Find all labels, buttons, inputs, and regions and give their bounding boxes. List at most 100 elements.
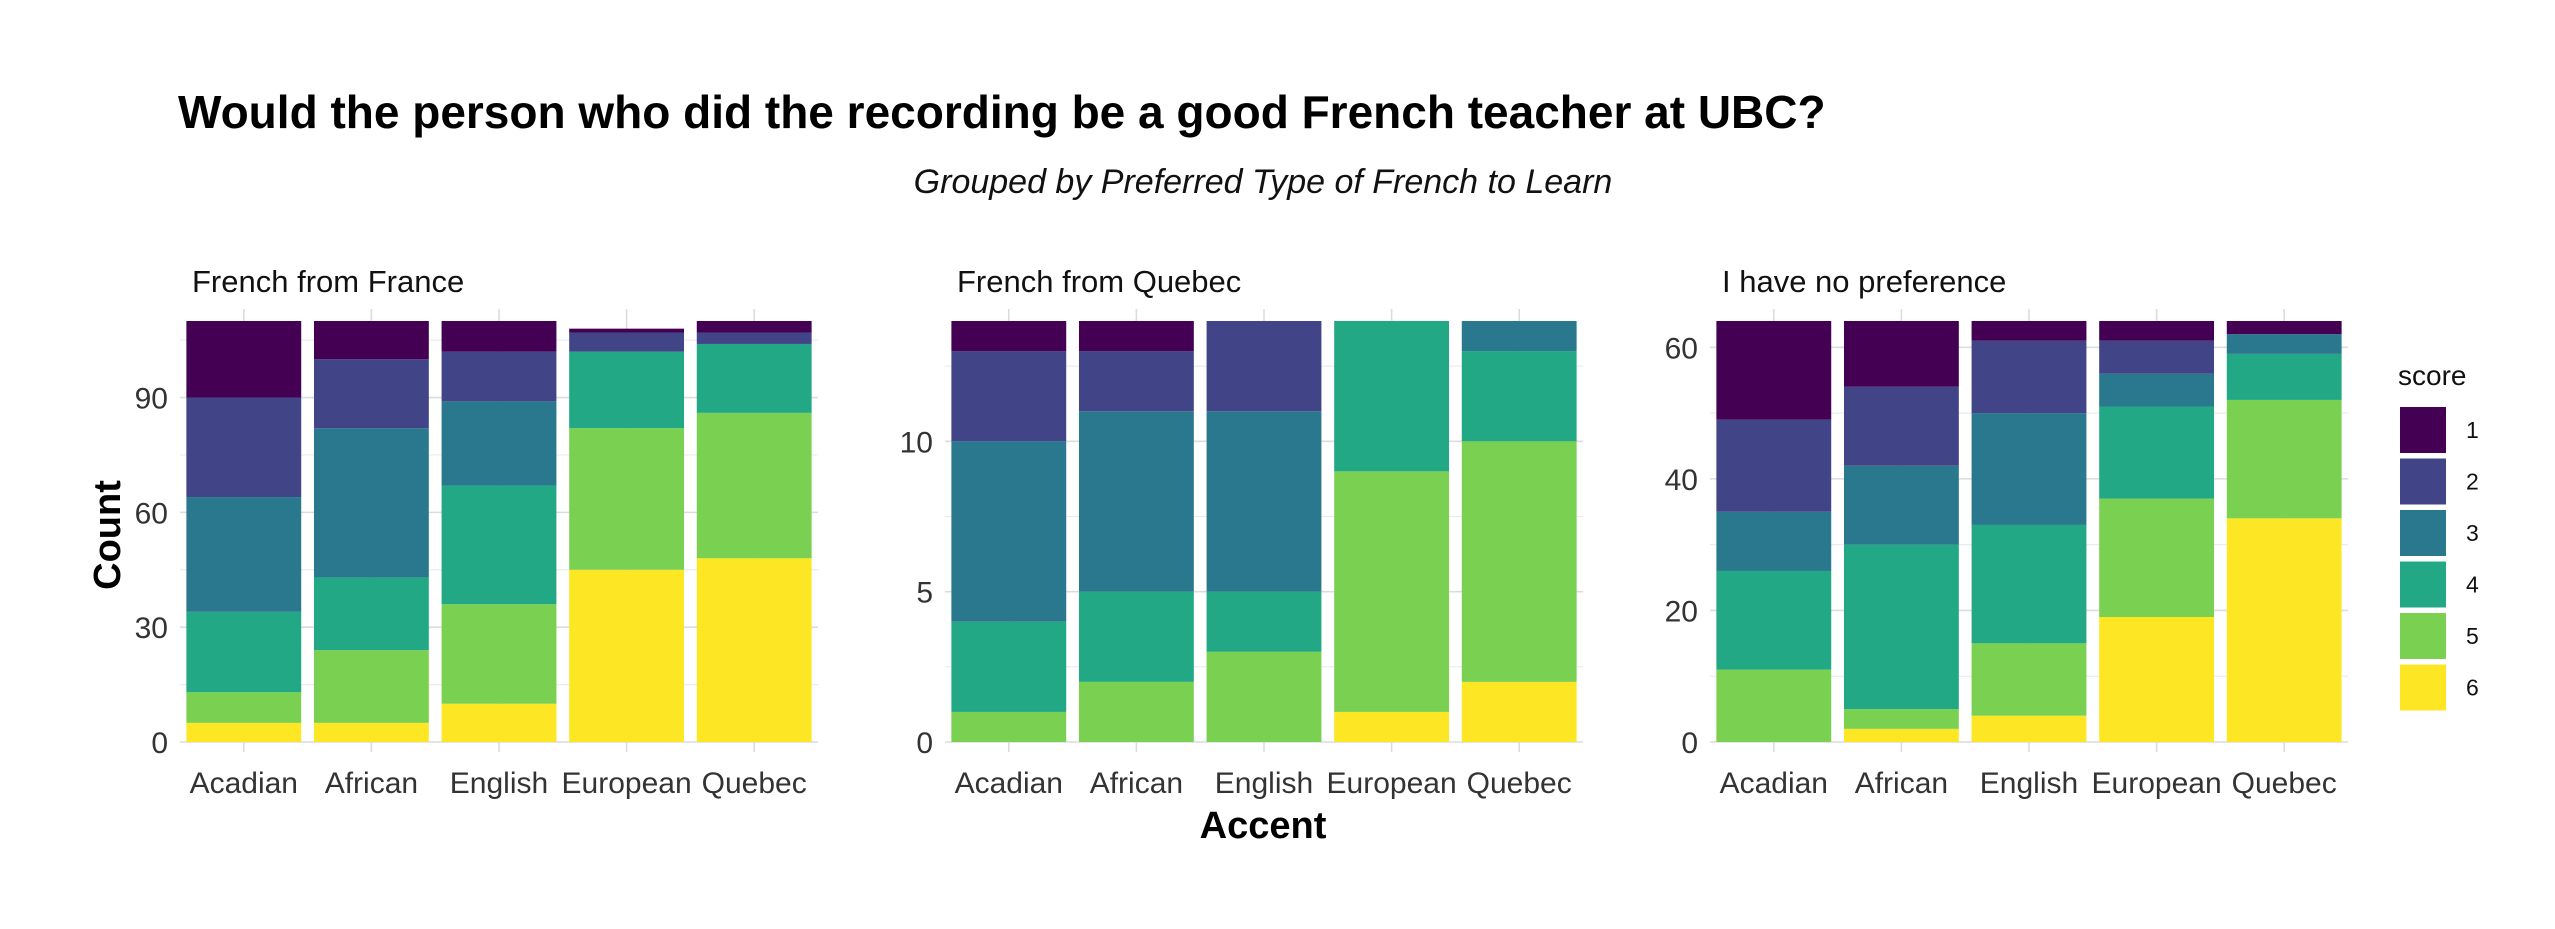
bar-segment-score-3 xyxy=(2226,334,2342,354)
bar-segment-score-5 xyxy=(1078,681,1194,742)
bar-segment-score-2 xyxy=(2099,340,2215,374)
bar-segment-score-1 xyxy=(441,321,557,352)
x-tick-label: English xyxy=(1215,767,1313,800)
bar-segment-score-1 xyxy=(186,321,302,398)
x-tick-label: European xyxy=(562,767,692,800)
x-tick-label: European xyxy=(2092,767,2222,800)
bar-segment-score-3 xyxy=(2099,373,2215,407)
bar-segment-score-4 xyxy=(186,611,302,693)
bar-segment-score-2 xyxy=(313,359,429,429)
x-tick-label: European xyxy=(1327,767,1457,800)
legend: score 1 2 3 4 5 6 xyxy=(2398,360,2479,711)
y-tick-label: 0 xyxy=(916,727,933,760)
bar-segment-score-1 xyxy=(696,321,812,333)
bar-segment-score-3 xyxy=(1078,411,1194,592)
bar-segment-score-2 xyxy=(696,332,812,344)
bar-segment-score-5 xyxy=(1716,669,1832,742)
legend-swatch-score-4 xyxy=(2400,561,2446,608)
bar-segment-score-2 xyxy=(1716,419,1832,512)
bar-segment-score-2 xyxy=(951,351,1067,442)
x-tick-label: English xyxy=(450,767,548,800)
bar-segment-score-1 xyxy=(1971,321,2087,341)
bar-segment-score-2 xyxy=(1206,321,1322,412)
legend-swatch-score-1 xyxy=(2400,407,2446,453)
bar-segment-score-4 xyxy=(1078,591,1194,682)
bar-segment-score-4 xyxy=(1843,544,1959,710)
bar-segment-score-1 xyxy=(313,321,429,360)
bar-segment-score-5 xyxy=(1461,441,1577,682)
bar-segment-score-6 xyxy=(1461,681,1577,742)
bar-segment-score-5 xyxy=(696,412,812,559)
bar-segment-score-5 xyxy=(951,711,1067,742)
y-tick-label: 5 xyxy=(916,577,933,610)
bar-segment-score-6 xyxy=(186,722,302,742)
bar-segment-score-1 xyxy=(951,321,1067,352)
chart-subtitle: Grouped by Preferred Type of French to L… xyxy=(914,163,1613,201)
legend-label: 1 xyxy=(2466,417,2479,443)
bar-segment-score-6 xyxy=(1334,711,1450,742)
bar-segment-score-5 xyxy=(1206,651,1322,742)
bar-segment-score-6 xyxy=(313,722,429,742)
bar-segment-score-3 xyxy=(951,441,1067,622)
bar-segment-score-5 xyxy=(1334,471,1450,712)
x-tick-label: Acadian xyxy=(190,767,298,800)
bar-segment-score-2 xyxy=(441,351,557,402)
x-tick-label: African xyxy=(325,767,418,800)
bar-segment-score-6 xyxy=(1971,715,2087,742)
bar-segment-score-3 xyxy=(1206,411,1322,592)
bar-segment-score-3 xyxy=(1843,465,1959,545)
legend-swatch-score-5 xyxy=(2400,613,2446,659)
bar-segment-score-2 xyxy=(1843,386,1959,466)
legend-label: 5 xyxy=(2466,623,2479,649)
x-tick-label: African xyxy=(1855,767,1948,800)
x-tick-label: African xyxy=(1090,767,1183,800)
legend-label: 2 xyxy=(2466,469,2479,495)
bar-segment-score-4 xyxy=(1334,321,1450,472)
bar-segment-score-2 xyxy=(569,332,685,352)
y-tick-label: 40 xyxy=(1665,464,1698,497)
bar-segment-score-5 xyxy=(2226,399,2342,519)
legend-swatch-score-6 xyxy=(2400,664,2446,711)
facet-title: I have no preference xyxy=(1722,264,2006,299)
facet-french-from-quebec: French from Quebec 0 5 10 Acadian African Engl… xyxy=(900,264,1583,800)
bar-segment-score-1 xyxy=(1843,321,1959,387)
bar-segment-score-5 xyxy=(313,650,429,723)
bar-segment-score-4 xyxy=(951,621,1067,712)
bar-segment-score-4 xyxy=(696,343,812,413)
x-axis-title: Accent xyxy=(1200,805,1327,847)
facet-title: French from Quebec xyxy=(957,264,1241,299)
bar-segment-score-3 xyxy=(441,401,557,486)
bar-segment-score-6 xyxy=(1843,728,1959,742)
legend-label: 4 xyxy=(2466,572,2479,598)
bar-segment-score-5 xyxy=(441,604,557,704)
chart-title: Would the person who did the recording b… xyxy=(178,86,1826,138)
bar-segment-score-4 xyxy=(313,577,429,651)
bar-segment-score-4 xyxy=(1971,524,2087,644)
bar-segment-score-5 xyxy=(1971,643,2087,716)
legend-swatch-score-3 xyxy=(2400,510,2446,556)
bar-segment-score-4 xyxy=(1206,591,1322,652)
bar-segment-score-4 xyxy=(441,485,557,605)
bar-segment-score-4 xyxy=(2099,406,2215,499)
bar-segment-score-4 xyxy=(1461,351,1577,442)
bar-segment-score-5 xyxy=(1843,709,1959,729)
bar-segment-score-1 xyxy=(2099,321,2215,341)
bar-segment-score-4 xyxy=(569,351,685,429)
bar-segment-score-5 xyxy=(569,428,685,570)
bar-segment-score-5 xyxy=(186,692,302,723)
y-tick-label: 0 xyxy=(151,727,168,760)
x-tick-label: Acadian xyxy=(955,767,1063,800)
x-tick-label: Acadian xyxy=(1720,767,1828,800)
y-tick-label: 30 xyxy=(135,612,168,645)
bar-segment-score-2 xyxy=(1971,340,2087,414)
y-tick-label: 0 xyxy=(1681,727,1698,760)
bar-segment-score-3 xyxy=(1716,511,1832,571)
legend-swatch-score-2 xyxy=(2400,458,2446,505)
x-tick-label: Quebec xyxy=(1467,767,1572,800)
bar-segment-score-2 xyxy=(1078,351,1194,412)
bar-segment-score-3 xyxy=(313,428,429,578)
bar-segment-score-3 xyxy=(186,497,302,612)
x-tick-label: Quebec xyxy=(2232,767,2337,800)
bar-segment-score-6 xyxy=(569,569,685,742)
